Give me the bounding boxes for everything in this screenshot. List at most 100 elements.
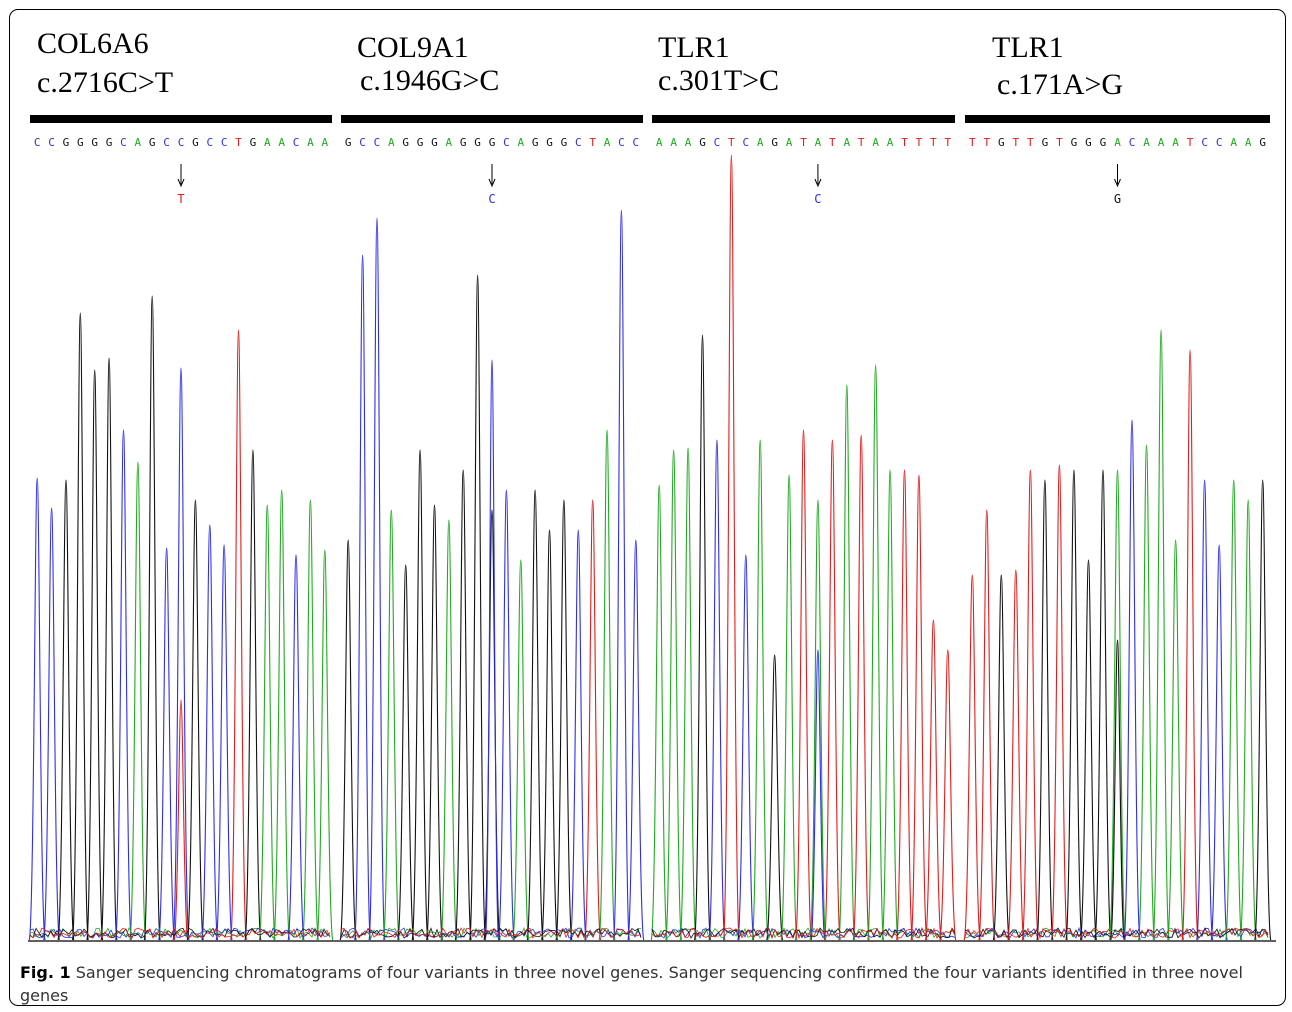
trace-peak-A bbox=[1225, 479, 1243, 941]
base-call: C bbox=[206, 136, 214, 149]
base-call: C bbox=[33, 136, 41, 149]
trace-peak-C bbox=[569, 529, 587, 941]
trace-peak-C bbox=[627, 539, 645, 941]
base-call: T bbox=[1056, 136, 1063, 149]
segment-bar-1 bbox=[30, 115, 332, 123]
base-call: T bbox=[968, 136, 976, 149]
base-call: T bbox=[857, 136, 865, 149]
base-call: G bbox=[560, 136, 568, 149]
base-call: G bbox=[431, 136, 438, 149]
base-call: C bbox=[177, 136, 185, 149]
base-call: A bbox=[307, 136, 314, 149]
base-call: C bbox=[373, 136, 381, 149]
base-call: G bbox=[192, 136, 199, 149]
trace-peak-G bbox=[57, 479, 75, 941]
base-call: A bbox=[278, 136, 285, 149]
segment-bar-4 bbox=[965, 115, 1270, 123]
base-call: G bbox=[416, 136, 424, 149]
baseline-noise-C bbox=[651, 927, 956, 939]
base-call: T bbox=[901, 136, 908, 149]
variant-arrow-head bbox=[814, 178, 822, 188]
base-call: G bbox=[1099, 136, 1107, 149]
base-call: G bbox=[1070, 136, 1078, 149]
trace-peak-T bbox=[823, 439, 841, 941]
trace-peak-A bbox=[1239, 499, 1257, 941]
baseline-noise-C bbox=[340, 927, 642, 939]
base-call: A bbox=[886, 136, 894, 149]
base-call: C bbox=[48, 136, 55, 149]
trace-peak-A bbox=[302, 499, 319, 941]
base-call: T bbox=[1186, 136, 1194, 149]
trace-peak-G bbox=[426, 504, 443, 941]
trace-peak-G bbox=[411, 449, 429, 941]
trace-peak-G bbox=[526, 489, 544, 941]
base-call: C bbox=[713, 136, 721, 149]
trace-peak-C bbox=[287, 554, 305, 941]
trace-peak-C bbox=[201, 524, 219, 941]
base-call: A bbox=[1157, 136, 1165, 149]
base-call: T bbox=[983, 136, 991, 149]
base-call: A bbox=[814, 136, 822, 149]
caption-label: Fig. 1 bbox=[20, 963, 71, 982]
trace-peak-C bbox=[28, 477, 46, 941]
trace-peak-A bbox=[1109, 469, 1126, 941]
trace-peak-G bbox=[1079, 559, 1097, 941]
base-call: G bbox=[531, 136, 539, 149]
base-call: G bbox=[771, 136, 778, 149]
trace-peak-T bbox=[1021, 469, 1039, 941]
trace-peak-A bbox=[258, 504, 276, 941]
base-call: C bbox=[163, 136, 170, 149]
trace-peak-C bbox=[43, 507, 60, 941]
baseline-noise-T bbox=[29, 927, 331, 939]
trace-peak-G bbox=[1065, 469, 1083, 941]
base-call: A bbox=[785, 136, 793, 149]
baseline-noise-G bbox=[964, 927, 1269, 939]
figure-caption: Fig. 1 Sanger sequencing chromatograms o… bbox=[20, 961, 1275, 1007]
variant-base-letter: T bbox=[177, 192, 185, 206]
base-call: A bbox=[655, 136, 663, 149]
base-call: A bbox=[388, 136, 395, 149]
base-call: T bbox=[829, 136, 836, 149]
baseline-noise-A bbox=[29, 927, 331, 939]
base-call: A bbox=[1172, 136, 1179, 149]
trace-peak-G bbox=[1094, 469, 1112, 941]
variant-arrow-head bbox=[177, 178, 185, 188]
trace-peak-C bbox=[115, 429, 132, 941]
trace-peak-A bbox=[1167, 539, 1185, 941]
base-call: A bbox=[603, 136, 611, 149]
base-call: T bbox=[1012, 136, 1020, 149]
base-call: G bbox=[1085, 136, 1092, 149]
trace-peak-A bbox=[679, 447, 697, 941]
trace-peak-A bbox=[273, 489, 291, 941]
base-call: C bbox=[503, 136, 510, 149]
base-call: T bbox=[930, 136, 937, 149]
base-call: A bbox=[872, 136, 879, 149]
base-call: G bbox=[1259, 136, 1267, 149]
base-call: C bbox=[618, 136, 625, 149]
baseline-noise-T bbox=[340, 927, 642, 939]
trace-peak-G bbox=[71, 312, 89, 941]
base-call: C bbox=[632, 136, 640, 149]
variant-arrow-head bbox=[1114, 178, 1121, 188]
trace-peak-A bbox=[382, 509, 400, 941]
trace-peak-G bbox=[992, 574, 1010, 941]
base-call: A bbox=[321, 136, 329, 149]
trace-peak-C bbox=[215, 544, 233, 941]
base-call: G bbox=[459, 136, 467, 149]
trace-peak-G bbox=[143, 295, 161, 941]
trace-peak-A bbox=[809, 499, 827, 941]
baseline-noise-T bbox=[964, 927, 1269, 940]
variant-base-letter: C bbox=[488, 192, 496, 206]
trace-peak-G bbox=[339, 539, 357, 941]
base-call: G bbox=[105, 136, 113, 149]
variant-label-4: c.171A>G bbox=[997, 68, 1124, 101]
trace-peak-A bbox=[665, 449, 683, 941]
base-call: A bbox=[517, 136, 525, 149]
base-call: T bbox=[944, 136, 952, 149]
trace-peak-A bbox=[780, 474, 798, 941]
trace-peak-T bbox=[1007, 569, 1025, 941]
trace-peak-A bbox=[838, 384, 856, 941]
gene-label-3: TLR1 bbox=[658, 31, 730, 64]
base-call: G bbox=[546, 136, 553, 149]
trace-peak-G bbox=[694, 334, 711, 941]
